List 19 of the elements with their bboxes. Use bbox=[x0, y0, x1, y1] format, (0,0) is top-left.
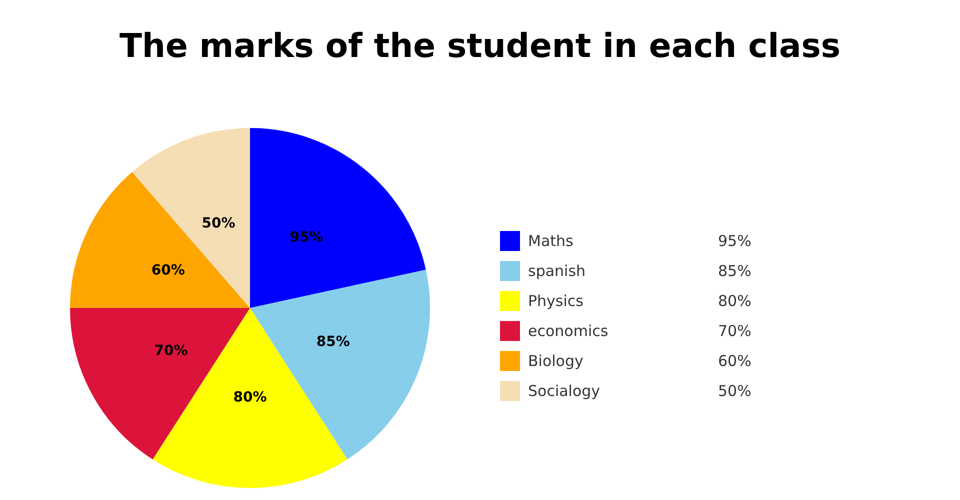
chart-title: The marks of the student in each class bbox=[118, 26, 842, 65]
legend-label: spanish bbox=[528, 262, 587, 280]
legend-label: Socialogy bbox=[528, 382, 602, 400]
data-label: 60% bbox=[151, 262, 185, 278]
data-label: 70% bbox=[154, 342, 188, 359]
data-label: 50% bbox=[202, 215, 236, 232]
data-label: 95% bbox=[290, 230, 324, 246]
data-label: 80% bbox=[233, 390, 267, 406]
legend-label: economics bbox=[528, 322, 610, 340]
legend-label: Biology bbox=[528, 352, 584, 370]
text: 95% bbox=[718, 232, 752, 250]
text: 50% bbox=[718, 382, 752, 400]
legend-label: Maths bbox=[528, 232, 574, 250]
text: 60% bbox=[718, 352, 752, 370]
legend-label: Physics bbox=[528, 292, 584, 310]
text: 85% bbox=[718, 262, 752, 280]
text: 70% bbox=[718, 322, 752, 340]
text: 80% bbox=[718, 292, 752, 310]
data-label: 85% bbox=[316, 334, 350, 350]
